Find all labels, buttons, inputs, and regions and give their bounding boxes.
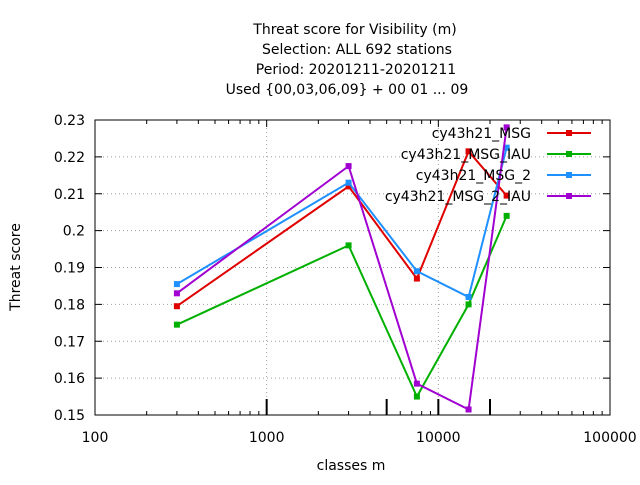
data-point bbox=[345, 179, 352, 186]
y-axis-ticks: 0.15 0.16 0.17 0.18 0.19 0.2 0.21 0.22 0.23 bbox=[54, 113, 610, 424]
class-boundary-marks bbox=[265, 399, 492, 415]
y-tick-label: 0.18 bbox=[54, 297, 85, 313]
chart-title: Threat score for Visibility (m) Selectio… bbox=[226, 22, 469, 98]
x-axis-ticks: 100 1000 10000 100000 bbox=[82, 120, 637, 446]
chart-title-line-3: Period: 20201211-20201211 bbox=[256, 62, 456, 78]
y-tick-label: 0.17 bbox=[54, 334, 85, 350]
data-point bbox=[503, 192, 510, 199]
legend-swatch-marker bbox=[566, 130, 572, 136]
legend-label: cy43h21_MSG_2 bbox=[416, 168, 531, 184]
legend-label: cy43h21_MSG_IAU bbox=[401, 147, 531, 163]
data-point bbox=[465, 294, 472, 300]
legend-label: cy43h21_MSG bbox=[432, 126, 531, 142]
data-point bbox=[173, 281, 180, 288]
chart-title-line-4: Used {00,03,06,09} + 00 01 ... 09 bbox=[226, 82, 469, 98]
x-tick-label: 100000 bbox=[583, 430, 636, 446]
data-series bbox=[173, 124, 510, 413]
legend-item: cy43h21_MSG bbox=[432, 126, 591, 142]
series-cy43h21_MSG_IAU bbox=[173, 212, 510, 400]
grid-lines bbox=[95, 120, 610, 415]
data-point bbox=[173, 303, 180, 310]
data-point bbox=[173, 290, 180, 297]
data-point bbox=[173, 321, 180, 328]
legend-item: cy43h21_MSG_2 bbox=[416, 168, 591, 184]
data-point bbox=[413, 380, 420, 387]
data-point bbox=[413, 393, 420, 400]
series-cy43h21_MSG_2_IAU bbox=[173, 124, 510, 413]
legend-item: cy43h21_MSG_IAU bbox=[401, 147, 591, 163]
legend-item: cy43h21_MSG_2_IAU bbox=[385, 189, 591, 205]
y-tick-label: 0.22 bbox=[54, 150, 85, 166]
y-tick-label: 0.23 bbox=[54, 113, 85, 129]
data-point bbox=[465, 406, 472, 413]
x-tick-label: 10000 bbox=[416, 430, 461, 446]
y-axis-label: Threat score bbox=[8, 223, 24, 312]
legend: cy43h21_MSG cy43h21_MSG_IAU cy43h21_MSG_2c… bbox=[385, 126, 591, 205]
data-point bbox=[503, 124, 510, 131]
data-point bbox=[503, 212, 510, 219]
legend-swatch-marker bbox=[566, 151, 572, 157]
legend-label: cy43h21_MSG_2_IAU bbox=[385, 189, 531, 205]
x-tick-label: 1000 bbox=[249, 430, 285, 446]
series-cy43h21_MSG_2 bbox=[173, 144, 510, 300]
chart-title-line-2: Selection: ALL 692 stations bbox=[262, 42, 452, 58]
data-point bbox=[465, 148, 472, 155]
y-tick-label: 0.16 bbox=[54, 371, 85, 387]
data-point bbox=[465, 301, 472, 308]
series-cy43h21_MSG bbox=[173, 148, 510, 310]
data-point bbox=[503, 144, 510, 151]
data-point bbox=[413, 275, 420, 282]
series-line bbox=[176, 215, 508, 399]
legend-swatch-marker bbox=[566, 172, 572, 178]
y-tick-label: 0.21 bbox=[54, 187, 85, 203]
y-tick-label: 0.15 bbox=[54, 408, 85, 424]
chart-title-line-1: Threat score for Visibility (m) bbox=[252, 22, 456, 38]
data-point bbox=[345, 183, 352, 190]
x-axis-label: classes m bbox=[317, 458, 386, 474]
data-point bbox=[345, 163, 352, 170]
x-tick-label: 100 bbox=[82, 430, 109, 446]
data-point bbox=[413, 268, 420, 275]
y-tick-label: 0.19 bbox=[54, 261, 85, 277]
legend-swatch-marker bbox=[566, 193, 572, 199]
y-tick-label: 0.2 bbox=[63, 224, 85, 240]
plot-frame bbox=[94, 119, 611, 416]
data-point bbox=[345, 242, 352, 249]
